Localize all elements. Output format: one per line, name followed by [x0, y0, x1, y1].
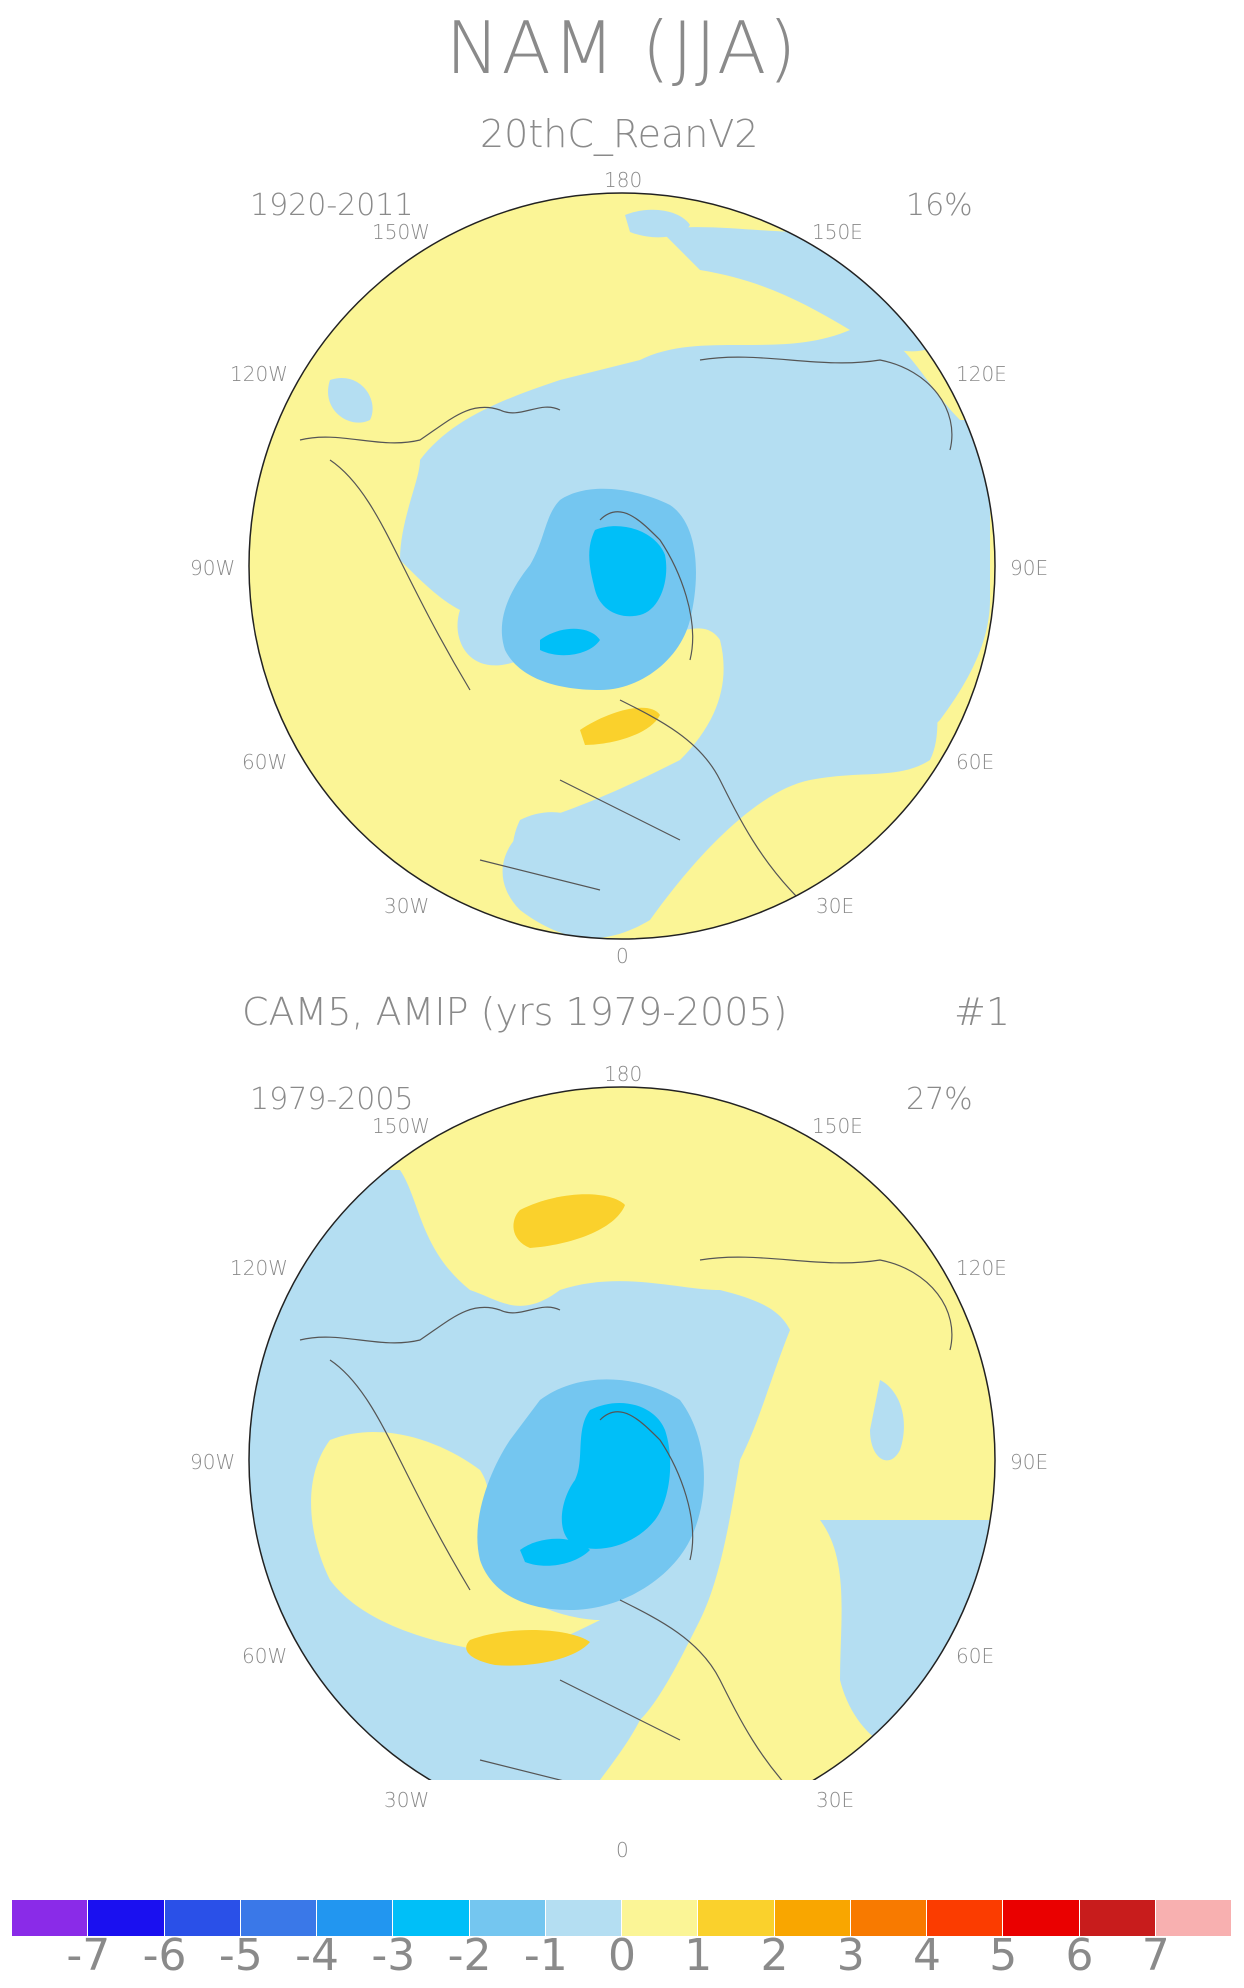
panel1-lon-150w: 150W	[372, 220, 430, 244]
panel2-lon-90e: 90E	[1010, 1450, 1049, 1474]
colorbar-tick-label: -6	[142, 1930, 187, 1981]
panel1-negative-region	[512, 812, 626, 932]
panel2-lon-120w: 120W	[230, 1256, 288, 1280]
panel2-lon-60w: 60W	[242, 1644, 288, 1668]
panel1-polar-map	[248, 192, 996, 940]
panel2-lon-0: 0	[616, 1838, 629, 1862]
colorbar-tick-label: 3	[836, 1930, 865, 1981]
panel2-variance: 27%	[906, 1082, 973, 1117]
colorbar-swatch	[1155, 1900, 1232, 1936]
panel1-contour-minus3	[589, 526, 667, 617]
colorbar-tick-label: 2	[760, 1930, 789, 1981]
panel2-lon-150e: 150E	[812, 1114, 863, 1138]
colorbar-tick-label: -4	[295, 1930, 339, 1981]
colorbar-tick-label: 6	[1065, 1930, 1094, 1981]
panel2-subtitle: CAM5, AMIP (yrs 1979-2005)	[242, 990, 788, 1034]
colorbar-swatch	[1003, 1900, 1080, 1936]
panel1-negative-region	[880, 420, 990, 742]
colorbar-swatch	[774, 1900, 851, 1936]
panel1-lon-30w: 30W	[384, 894, 430, 918]
colorbar-tick-label: -5	[218, 1930, 263, 1981]
colorbar-tick-label: -1	[523, 1930, 568, 1981]
panel2-lon-180: 180	[604, 1062, 643, 1086]
panel1-contour-minus3	[540, 628, 600, 656]
colorbar-tick-label: 5	[989, 1930, 1018, 1981]
panel2-contour-plus1	[466, 1630, 590, 1666]
panel2-negative-region	[870, 1380, 904, 1461]
panel1-lon-60e: 60E	[956, 750, 995, 774]
panel2-coastlines	[299, 1256, 953, 1780]
panel1-lon-90e: 90E	[1010, 556, 1049, 580]
panel1-contour-plus1	[580, 707, 660, 745]
colorbar-swatch	[469, 1900, 546, 1936]
panel1-negative-region	[625, 209, 690, 238]
colorbar-swatch	[545, 1900, 622, 1936]
panel1-lon-0: 0	[616, 944, 629, 968]
panel2-negative-region	[311, 1431, 600, 1653]
colorbar-tick-label: -3	[371, 1930, 416, 1981]
colorbar-swatch	[698, 1900, 775, 1936]
figure-title: NAM (JJA)	[445, 6, 799, 90]
panel1-negative-region	[400, 328, 979, 939]
panel1-lon-120w: 120W	[230, 362, 288, 386]
colorbar	[12, 1900, 1232, 1936]
colorbar-swatch	[88, 1900, 165, 1936]
panel2-contour-minus3	[561, 1402, 671, 1549]
panel1-negative-region	[328, 378, 373, 423]
colorbar-swatch	[393, 1900, 470, 1936]
panel2-lon-120e: 120E	[956, 1256, 1007, 1280]
colorbar-tick-label: -2	[447, 1930, 492, 1981]
panel1-lon-120e: 120E	[956, 362, 1007, 386]
panel1-period: 1920-2011	[250, 188, 414, 223]
colorbar-tick-label: 0	[608, 1930, 636, 1981]
colorbar-swatch	[240, 1900, 317, 1936]
panel2-contour-fields	[249, 1170, 995, 1780]
panel2-lon-30e: 30E	[816, 1788, 855, 1812]
panel1-lon-30e: 30E	[816, 894, 855, 918]
colorbar-swatch	[927, 1900, 1004, 1936]
colorbar-swatch	[1079, 1900, 1156, 1936]
panel1-lon-90w: 90W	[190, 556, 236, 580]
panel2-contour-minus3	[520, 1538, 590, 1566]
panel2-run-id: #1	[954, 990, 1011, 1034]
panel2-lon-90w: 90W	[190, 1450, 236, 1474]
panel1-subtitle: 20thC_ReanV2	[480, 112, 759, 156]
panel1-lon-60w: 60W	[242, 750, 288, 774]
panel1-lon-180: 180	[604, 168, 643, 192]
colorbar-swatch	[317, 1900, 394, 1936]
panel1-coastlines	[299, 356, 953, 901]
colorbar-tick-label: 7	[1141, 1930, 1170, 1981]
panel2-polar-map	[248, 1086, 996, 1780]
colorbar-tick-label: 4	[913, 1930, 941, 1981]
panel2-lon-150w: 150W	[372, 1114, 430, 1138]
colorbar-swatch	[850, 1900, 927, 1936]
panel1-lon-150e: 150E	[812, 220, 863, 244]
panel2-contour-plus1	[513, 1194, 625, 1248]
panel1-contour-fields	[328, 209, 990, 939]
colorbar-swatch	[12, 1900, 89, 1936]
panel1-variance: 16%	[906, 188, 973, 223]
panel2-period: 1979-2005	[250, 1082, 414, 1117]
colorbar-swatch	[622, 1900, 699, 1936]
colorbar-tick-label: 1	[684, 1930, 713, 1981]
colorbar-tick-label: -7	[66, 1930, 111, 1981]
panel2-lon-30w: 30W	[384, 1788, 430, 1812]
colorbar-swatch	[164, 1900, 241, 1936]
panel2-lon-60e: 60E	[956, 1644, 995, 1668]
